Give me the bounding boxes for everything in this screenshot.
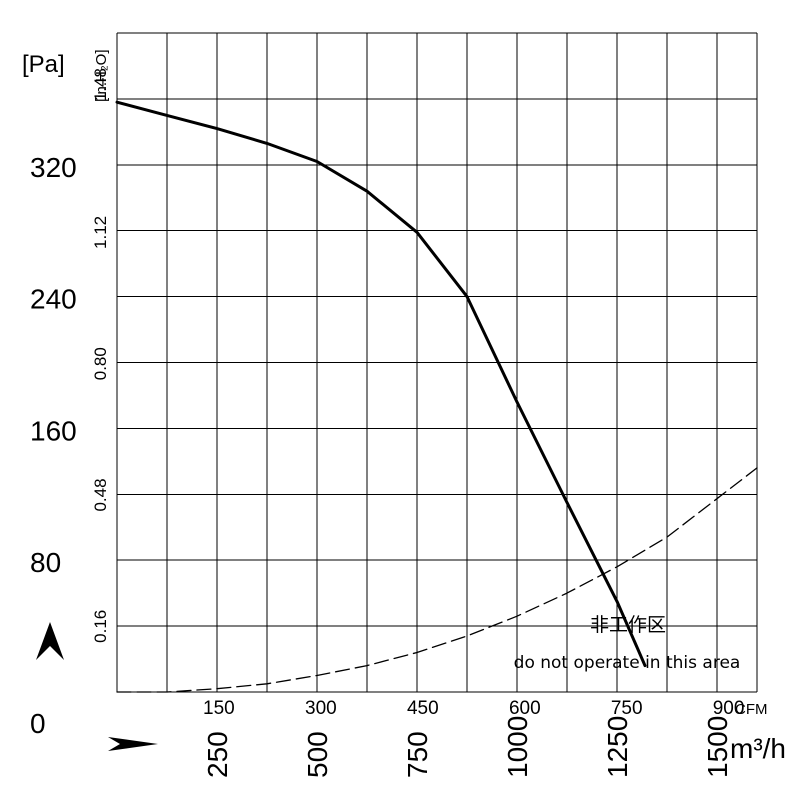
x-top-tick-label: 750 bbox=[611, 698, 643, 719]
y-axis-arrow-icon bbox=[36, 622, 64, 660]
chart-curves bbox=[115, 100, 758, 693]
y-left-tick-label: 0 bbox=[30, 708, 46, 739]
x-bottom-tick-label: 1250 bbox=[602, 716, 633, 778]
y-inner-tick-label: 1.48 bbox=[91, 68, 110, 101]
x-bottom-tick-label: 750 bbox=[402, 731, 433, 778]
x-top-tick-label: 150 bbox=[203, 698, 235, 719]
x-top-tick-label: 450 bbox=[407, 698, 439, 719]
x-top-tick-label: 900 bbox=[713, 698, 745, 719]
x-bottom-tick-label: 250 bbox=[202, 731, 233, 778]
y-left-tick-label: 80 bbox=[30, 547, 61, 578]
x-top-tick-label: 600 bbox=[509, 698, 541, 719]
annotation-chinese: 非工作区 bbox=[590, 614, 666, 636]
y-left-tick-label: 160 bbox=[30, 415, 77, 446]
x-bottom-tick-label: 1500 bbox=[702, 716, 733, 778]
chart-grid bbox=[116, 32, 758, 693]
x-bottom-tick-label: 500 bbox=[302, 731, 333, 778]
series-line-solid bbox=[115, 100, 647, 668]
y-left-unit-label: [Pa] bbox=[22, 51, 65, 78]
series-line-dashed bbox=[608, 585, 646, 667]
x-top-unit-label: CFM bbox=[735, 701, 768, 718]
series-line-dashed bbox=[116, 467, 758, 693]
x-bottom-unit-label: m³/h bbox=[730, 733, 786, 764]
y-left-tick-label: 240 bbox=[30, 284, 77, 315]
y-inner-tick-label: 0.48 bbox=[91, 478, 110, 511]
x-axis-arrow-icon bbox=[108, 737, 158, 751]
y-inner-tick-label: 0.16 bbox=[91, 610, 110, 643]
x-bottom-tick-label: 1000 bbox=[502, 716, 533, 778]
y-inner-tick-label: 1.12 bbox=[91, 216, 110, 249]
y-left-tick-label: 320 bbox=[30, 152, 77, 183]
x-top-tick-label: 300 bbox=[305, 698, 337, 719]
chart-labels: 0 80 160 240 320 0.16 0.48 0.80 1.12 1.48 150 300 45… bbox=[30, 68, 744, 778]
y-inner-tick-label: 0.80 bbox=[91, 347, 110, 380]
y-inner-unit-label: [in.H₂O] bbox=[93, 50, 110, 103]
annotation-english: do not operate in this area bbox=[514, 653, 741, 673]
